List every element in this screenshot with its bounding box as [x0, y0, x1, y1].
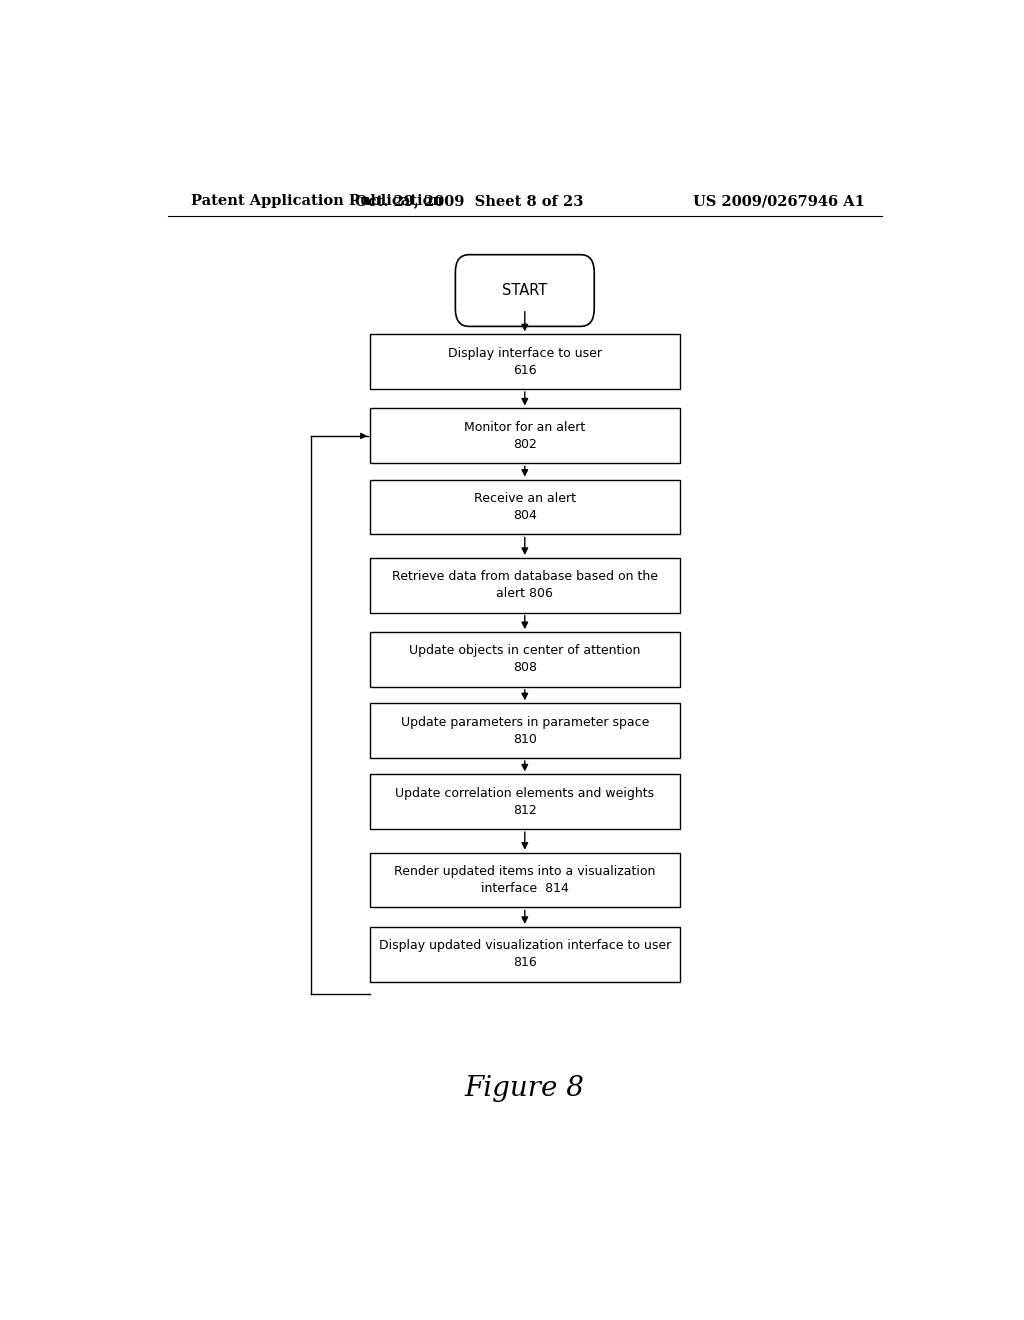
FancyBboxPatch shape: [370, 632, 680, 686]
Text: Receive an alert
804: Receive an alert 804: [474, 492, 575, 521]
FancyBboxPatch shape: [370, 334, 680, 389]
Text: US 2009/0267946 A1: US 2009/0267946 A1: [693, 194, 864, 209]
Text: Figure 8: Figure 8: [465, 1074, 585, 1102]
FancyBboxPatch shape: [370, 775, 680, 829]
Text: Update objects in center of attention
808: Update objects in center of attention 80…: [410, 644, 640, 675]
Text: Display interface to user
616: Display interface to user 616: [447, 347, 602, 376]
FancyBboxPatch shape: [370, 479, 680, 535]
Text: START: START: [502, 282, 548, 298]
Text: Monitor for an alert
802: Monitor for an alert 802: [464, 421, 586, 451]
Text: Patent Application Publication: Patent Application Publication: [191, 194, 443, 209]
Text: Update parameters in parameter space
810: Update parameters in parameter space 810: [400, 715, 649, 746]
Text: Oct. 29, 2009  Sheet 8 of 23: Oct. 29, 2009 Sheet 8 of 23: [355, 194, 584, 209]
Text: Retrieve data from database based on the
alert 806: Retrieve data from database based on the…: [392, 570, 657, 601]
FancyBboxPatch shape: [456, 255, 594, 326]
FancyBboxPatch shape: [370, 408, 680, 463]
FancyBboxPatch shape: [370, 558, 680, 612]
FancyBboxPatch shape: [370, 853, 680, 907]
Text: Update correlation elements and weights
812: Update correlation elements and weights …: [395, 787, 654, 817]
Text: Render updated items into a visualization
interface  814: Render updated items into a visualizatio…: [394, 865, 655, 895]
FancyBboxPatch shape: [370, 927, 680, 982]
FancyBboxPatch shape: [370, 704, 680, 758]
Text: Display updated visualization interface to user
816: Display updated visualization interface …: [379, 940, 671, 969]
